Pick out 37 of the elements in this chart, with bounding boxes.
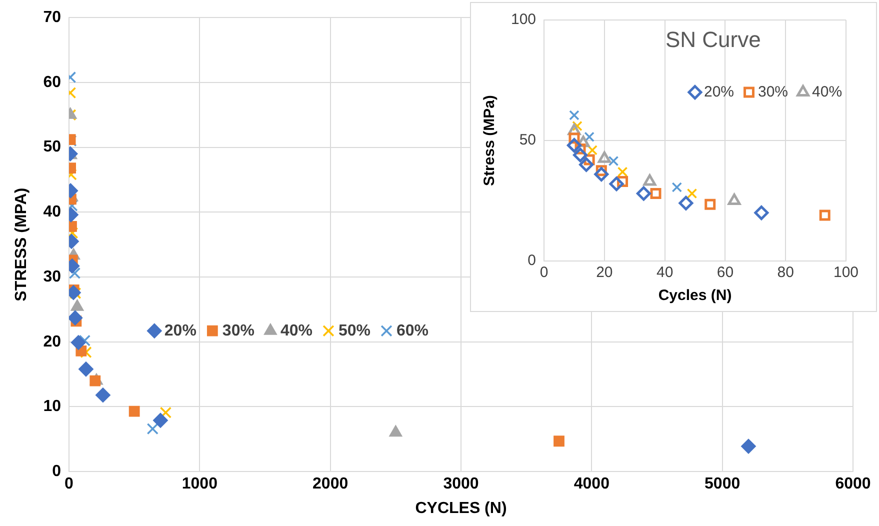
y-tick-label: 70 xyxy=(43,9,62,26)
x-axis-title: Cycles (N) xyxy=(658,287,732,304)
legend-label: 50% xyxy=(338,322,370,340)
x-tick-label: 0 xyxy=(540,264,548,282)
x-tick-label: 100 xyxy=(833,264,859,282)
x-axis-title: CYCLES (N) xyxy=(415,500,507,517)
legend-label: 60% xyxy=(396,322,429,340)
y-axis-title: Stress (MPa) xyxy=(481,95,498,186)
x-tick-label: 5000 xyxy=(704,476,740,493)
y-tick-label: 50 xyxy=(519,132,536,149)
chart-title: SN Curve xyxy=(665,27,761,52)
legend-label: 40% xyxy=(812,83,842,100)
y-axis-title: STRESS (MPA) xyxy=(13,188,30,302)
x-tick-label: 1000 xyxy=(182,476,218,493)
x-tick-label: 60 xyxy=(716,264,734,282)
legend-label: 40% xyxy=(280,322,312,340)
legend-label: 30% xyxy=(222,322,254,340)
x-tick-label: 3000 xyxy=(443,476,479,493)
y-tick-label: 10 xyxy=(43,398,62,416)
x-tick-label: 2000 xyxy=(312,476,348,493)
x-tick-label: 80 xyxy=(777,264,794,282)
x-tick-label: 0 xyxy=(64,476,74,493)
legend-label: 30% xyxy=(758,83,788,100)
y-tick-label: 0 xyxy=(52,463,62,480)
y-tick-label: 30 xyxy=(43,268,62,286)
y-tick-label: 0 xyxy=(528,252,536,270)
x-tick-label: 4000 xyxy=(574,476,610,493)
x-tick-label: 40 xyxy=(656,264,674,282)
y-tick-label: 50 xyxy=(43,138,62,156)
y-tick-label: 40 xyxy=(43,204,62,221)
x-tick-label: 20 xyxy=(596,264,613,282)
y-tick-label: 20 xyxy=(43,333,62,350)
y-tick-label: 60 xyxy=(43,74,62,91)
x-tick-label: 6000 xyxy=(835,476,871,493)
legend-label: 20% xyxy=(164,322,196,340)
y-tick-label: 100 xyxy=(510,11,536,28)
legend-label: 20% xyxy=(704,83,734,100)
